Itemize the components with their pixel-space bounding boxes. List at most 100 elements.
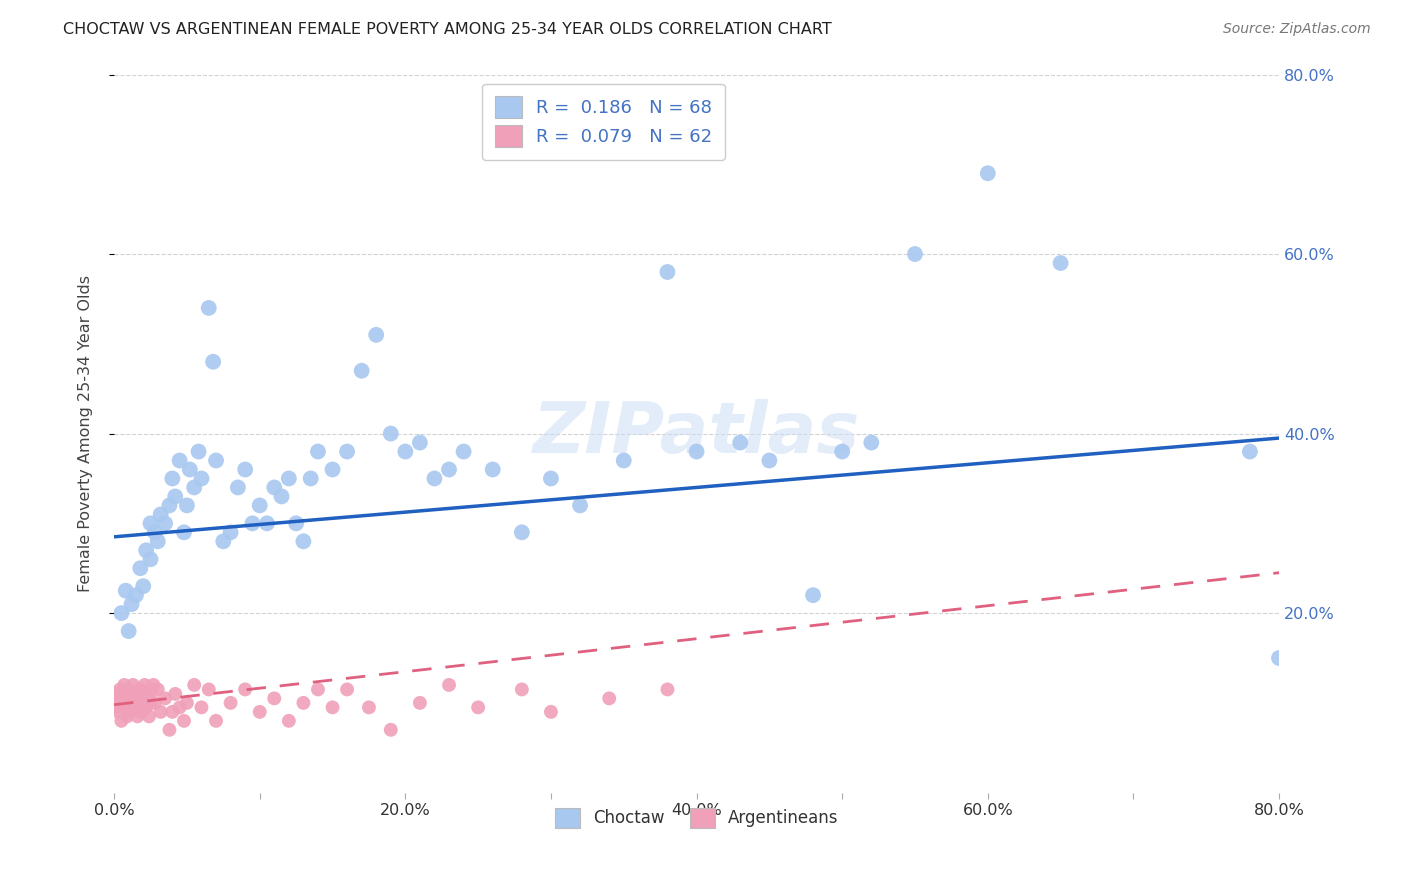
Point <box>212 534 235 549</box>
Point <box>153 691 176 706</box>
Point <box>124 700 146 714</box>
Point <box>453 444 475 458</box>
Point <box>143 525 166 540</box>
Point <box>467 700 489 714</box>
Y-axis label: Female Poverty Among 25-34 Year Olds: Female Poverty Among 25-34 Year Olds <box>79 275 93 592</box>
Point <box>409 435 432 450</box>
Point <box>510 682 533 697</box>
Point <box>183 480 205 494</box>
Point <box>270 490 292 504</box>
Point <box>685 444 707 458</box>
Point <box>159 723 181 737</box>
Point <box>128 696 150 710</box>
Point <box>758 453 780 467</box>
Point <box>176 696 198 710</box>
Point <box>357 700 380 714</box>
Point <box>114 687 136 701</box>
Point <box>111 696 134 710</box>
Point <box>277 471 299 485</box>
Point <box>165 687 187 701</box>
Point <box>423 471 446 485</box>
Point <box>292 534 315 549</box>
Point <box>336 682 359 697</box>
Point <box>176 499 198 513</box>
Point <box>613 453 636 467</box>
Point <box>129 561 152 575</box>
Point <box>1268 651 1291 665</box>
Point <box>118 682 141 697</box>
Point <box>205 453 228 467</box>
Point <box>336 444 359 458</box>
Point <box>190 700 212 714</box>
Point <box>728 435 751 450</box>
Point <box>132 579 155 593</box>
Point <box>114 583 136 598</box>
Point <box>263 691 285 706</box>
Point <box>205 714 228 728</box>
Point <box>146 682 169 697</box>
Point <box>108 682 131 697</box>
Point <box>135 700 157 714</box>
Legend: Choctaw, Argentineans: Choctaw, Argentineans <box>548 801 845 835</box>
Point <box>540 471 562 485</box>
Point <box>977 166 1000 180</box>
Point <box>125 588 148 602</box>
Point <box>249 705 271 719</box>
Point <box>132 691 155 706</box>
Point <box>219 525 242 540</box>
Point <box>263 480 285 494</box>
Point <box>136 687 159 701</box>
Point <box>139 696 162 710</box>
Point <box>169 700 191 714</box>
Point <box>380 426 402 441</box>
Point <box>202 355 225 369</box>
Point <box>249 499 271 513</box>
Point <box>162 705 184 719</box>
Point <box>131 705 153 719</box>
Text: ZIPatlas: ZIPatlas <box>533 399 860 468</box>
Point <box>179 462 201 476</box>
Point <box>104 700 127 714</box>
Point <box>226 480 249 494</box>
Point <box>350 364 373 378</box>
Point <box>1239 444 1261 458</box>
Point <box>162 471 184 485</box>
Point <box>219 696 242 710</box>
Point <box>322 700 344 714</box>
Point <box>277 714 299 728</box>
Point <box>394 444 416 458</box>
Point <box>169 453 191 467</box>
Point <box>904 247 927 261</box>
Point <box>125 687 148 701</box>
Point <box>105 687 128 701</box>
Point <box>242 516 264 531</box>
Text: Source: ZipAtlas.com: Source: ZipAtlas.com <box>1223 22 1371 37</box>
Point <box>322 462 344 476</box>
Point <box>129 682 152 697</box>
Point <box>187 444 209 458</box>
Point <box>135 543 157 558</box>
Point <box>657 265 679 279</box>
Point <box>292 696 315 710</box>
Point <box>121 691 143 706</box>
Point <box>437 462 460 476</box>
Point <box>256 516 278 531</box>
Point <box>114 700 136 714</box>
Point <box>153 516 176 531</box>
Point <box>197 682 219 697</box>
Point <box>409 696 432 710</box>
Point <box>118 624 141 638</box>
Point <box>307 444 329 458</box>
Point <box>569 499 592 513</box>
Text: CHOCTAW VS ARGENTINEAN FEMALE POVERTY AMONG 25-34 YEAR OLDS CORRELATION CHART: CHOCTAW VS ARGENTINEAN FEMALE POVERTY AM… <box>63 22 832 37</box>
Point <box>165 490 187 504</box>
Point <box>121 597 143 611</box>
Point <box>110 714 132 728</box>
Point <box>141 682 163 697</box>
Point <box>146 534 169 549</box>
Point <box>115 709 138 723</box>
Point <box>173 525 195 540</box>
Point <box>190 471 212 485</box>
Point <box>860 435 883 450</box>
Point <box>138 709 160 723</box>
